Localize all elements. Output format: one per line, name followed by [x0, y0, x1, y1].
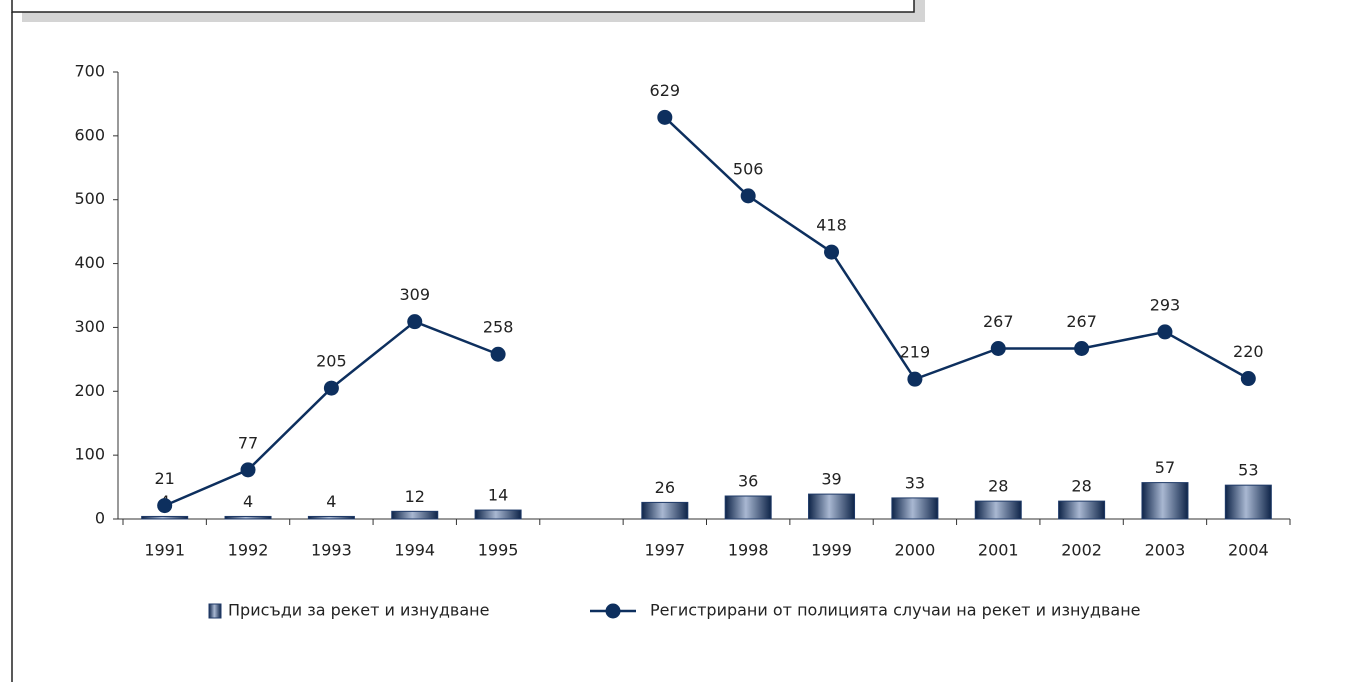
line-marker	[240, 462, 256, 478]
line-marker	[990, 341, 1006, 357]
bar	[391, 510, 439, 520]
line-value-label: 629	[650, 81, 681, 100]
legend-label: Присъди за рекет и изнудване	[228, 601, 489, 620]
bar-value-label: 28	[1071, 477, 1091, 496]
bar	[1224, 484, 1272, 520]
x-tick-label: 1991	[144, 541, 185, 560]
line-value-label: 293	[1150, 295, 1181, 314]
x-tick-label: 1998	[728, 541, 769, 560]
x-tick-label: 2000	[895, 541, 936, 560]
legend-marker	[605, 603, 621, 619]
line-value-label: 309	[399, 285, 430, 304]
y-tick-label: 700	[74, 62, 105, 81]
bar	[141, 515, 189, 520]
line-value-label: 267	[983, 312, 1014, 331]
line-marker	[740, 188, 756, 204]
bar-value-label: 28	[988, 477, 1008, 496]
line-value-label: 506	[733, 159, 764, 178]
bar-value-label: 4	[326, 492, 336, 511]
bar-value-label: 12	[405, 487, 425, 506]
x-tick-label: 2001	[978, 541, 1019, 560]
x-tick-label: 1999	[811, 541, 852, 560]
y-tick-label: 600	[74, 125, 105, 144]
line-value-label: 220	[1233, 342, 1264, 361]
line-marker	[1157, 324, 1173, 340]
bar-value-label: 33	[905, 473, 925, 492]
bar-value-label: 36	[738, 472, 758, 491]
y-tick-label: 500	[74, 189, 105, 208]
bar	[1141, 482, 1189, 520]
x-tick-label: 2002	[1061, 541, 1102, 560]
bar	[724, 495, 772, 520]
line-marker	[824, 244, 840, 260]
line-marker	[323, 380, 339, 396]
line-marker	[407, 314, 423, 330]
legend-label: Регистрирани от полицията случаи на реке…	[650, 601, 1141, 620]
line-marker	[907, 371, 923, 387]
bar	[307, 515, 355, 520]
x-tick-label: 1992	[228, 541, 269, 560]
frame-box	[11, 0, 915, 13]
line-value-label: 418	[816, 216, 847, 235]
line-value-label: 267	[1066, 312, 1097, 331]
x-tick-label: 1993	[311, 541, 352, 560]
y-tick-label: 200	[74, 381, 105, 400]
legend-swatch	[208, 603, 222, 619]
bar-value-label: 53	[1238, 461, 1258, 480]
x-tick-label: 2003	[1145, 541, 1186, 560]
y-tick-label: 300	[74, 317, 105, 336]
bar-value-label: 14	[488, 486, 508, 505]
bar	[474, 509, 522, 520]
bar	[1058, 500, 1106, 520]
line-value-label: 205	[316, 352, 347, 371]
bar	[808, 493, 856, 520]
bar-value-label: 39	[821, 470, 841, 489]
line-marker	[490, 346, 506, 362]
y-tick-label: 0	[95, 509, 105, 528]
y-tick-label: 100	[74, 445, 105, 464]
line-value-label: 219	[900, 343, 931, 362]
line-marker	[157, 498, 173, 514]
y-tick-label: 400	[74, 253, 105, 272]
x-tick-label: 1997	[644, 541, 685, 560]
bar	[224, 515, 272, 520]
line-marker	[1074, 341, 1090, 357]
bar-value-label: 4	[243, 492, 253, 511]
bar	[974, 500, 1022, 520]
x-tick-label: 1994	[394, 541, 435, 560]
bar	[891, 497, 939, 520]
line-value-label: 77	[238, 433, 258, 452]
line-value-label: 258	[483, 318, 514, 337]
line-value-label: 21	[154, 469, 174, 488]
bar-value-label: 26	[655, 478, 675, 497]
x-tick-label: 1995	[478, 541, 519, 560]
bar	[641, 501, 689, 520]
bar-value-label: 57	[1155, 458, 1175, 477]
line-marker	[1240, 371, 1256, 387]
line-marker	[657, 109, 673, 125]
line	[164, 320, 499, 507]
line	[663, 116, 1249, 381]
x-tick-label: 2004	[1228, 541, 1269, 560]
